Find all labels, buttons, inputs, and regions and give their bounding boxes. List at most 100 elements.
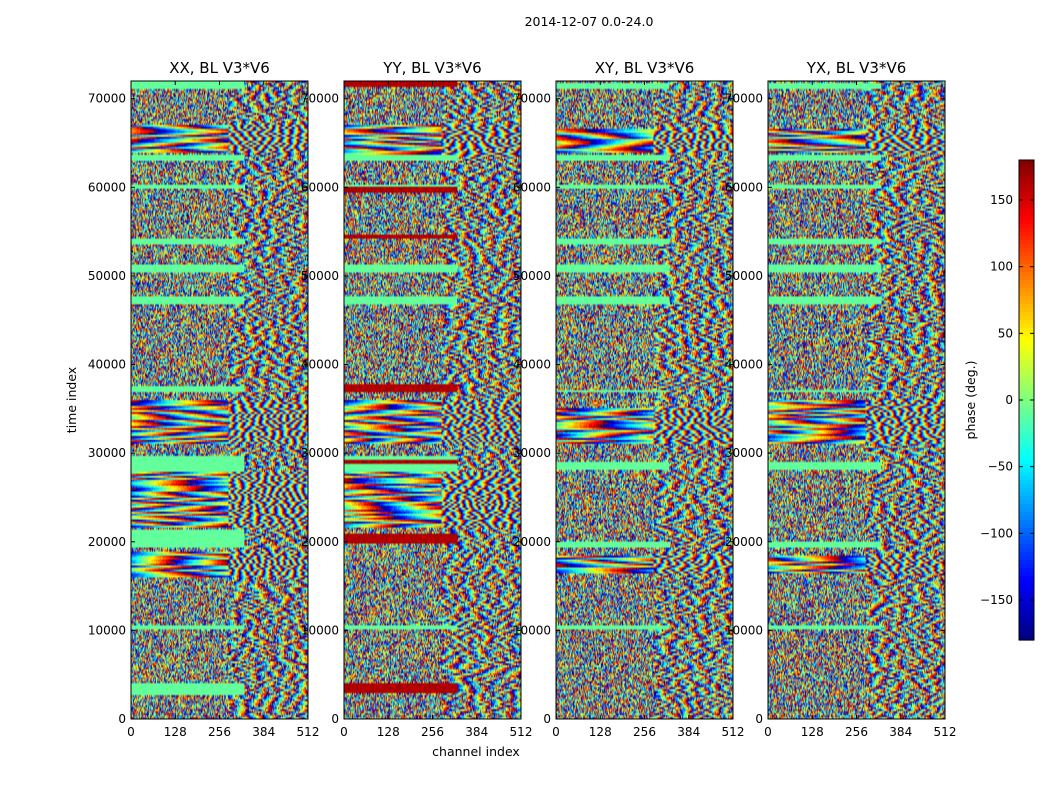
colorbar-segment — [1019, 348, 1034, 353]
colorbar-segment — [1019, 216, 1034, 221]
colorbar-segment — [1019, 288, 1034, 293]
colorbar-segment — [1019, 252, 1034, 257]
colorbar-segment — [1019, 508, 1034, 513]
figure-suptitle: 2014-12-07 0.0-24.0 — [525, 14, 654, 29]
colorbar-segment — [1019, 344, 1034, 349]
y-tick-label: 70000 — [88, 92, 126, 106]
x-tick-label: 256 — [421, 725, 444, 739]
colorbar: 150 100 50 0 −50 −100 −150 — [980, 159, 1035, 641]
colorbar-segment — [1019, 464, 1034, 469]
x-tick-label: 0 — [127, 725, 135, 739]
y-tick-label: 50000 — [88, 269, 126, 283]
x-tick-label: 256 — [633, 725, 656, 739]
colorbar-tick-label: −150 — [980, 593, 1013, 607]
colorbar-segment — [1019, 176, 1034, 181]
heatmap-image-0 — [131, 81, 308, 719]
colorbar-segment — [1019, 368, 1034, 373]
colorbar-segment — [1019, 276, 1034, 281]
colorbar-segment — [1019, 432, 1034, 437]
y-tick-label: 50000 — [725, 269, 763, 283]
y-tick-label: 70000 — [513, 92, 551, 106]
colorbar-segment — [1019, 624, 1034, 629]
colorbar-segment — [1019, 312, 1034, 317]
colorbar-tick-label: 150 — [990, 193, 1013, 207]
colorbar-segment — [1019, 236, 1034, 241]
y-tick-label: 40000 — [513, 358, 551, 372]
colorbar-segment — [1019, 628, 1034, 633]
colorbar-segment — [1019, 296, 1034, 301]
colorbar-segment — [1019, 180, 1034, 185]
colorbar-label: phase (deg.) — [963, 361, 978, 440]
colorbar-segment — [1019, 428, 1034, 433]
colorbar-segment — [1019, 372, 1034, 377]
colorbar-segment — [1019, 556, 1034, 561]
colorbar-segment — [1019, 476, 1034, 481]
colorbar-segment — [1019, 404, 1034, 409]
colorbar-segment — [1019, 328, 1034, 333]
y-tick-label: 30000 — [88, 446, 126, 460]
y-tick-label: 40000 — [301, 358, 339, 372]
y-tick-label: 70000 — [301, 92, 339, 106]
y-tick-label: 30000 — [513, 446, 551, 460]
colorbar-segment — [1019, 588, 1034, 593]
colorbar-segment — [1019, 244, 1034, 249]
colorbar-segment — [1019, 320, 1034, 325]
colorbar-segment — [1019, 392, 1034, 397]
y-tick-label: 20000 — [88, 535, 126, 549]
colorbar-segment — [1019, 552, 1034, 557]
y-tick-label: 0 — [118, 712, 126, 726]
colorbar-segment — [1019, 620, 1034, 625]
heatmap-image-1 — [344, 81, 521, 719]
colorbar-segment — [1019, 172, 1034, 177]
colorbar-segment — [1019, 612, 1034, 617]
x-tick-label: 128 — [589, 725, 612, 739]
y-tick-label: 60000 — [725, 180, 763, 194]
y-tick-label: 0 — [543, 712, 551, 726]
colorbar-segment — [1019, 192, 1034, 197]
colorbar-segment — [1019, 528, 1034, 533]
colorbar-segment — [1019, 540, 1034, 545]
colorbar-segment — [1019, 168, 1034, 173]
colorbar-segment — [1019, 264, 1034, 269]
colorbar-segment — [1019, 376, 1034, 381]
y-tick-label: 10000 — [725, 623, 763, 637]
x-tick-label: 384 — [465, 725, 488, 739]
colorbar-segment — [1019, 452, 1034, 457]
heatmap-image-3 — [768, 81, 945, 719]
colorbar-tick-label: 100 — [990, 260, 1013, 274]
x-tick-label: 384 — [677, 725, 700, 739]
x-tick-label: 128 — [801, 725, 824, 739]
colorbar-segment — [1019, 604, 1034, 609]
colorbar-segment — [1019, 416, 1034, 421]
colorbar-segment — [1019, 424, 1034, 429]
colorbar-segment — [1019, 340, 1034, 345]
colorbar-segment — [1019, 384, 1034, 389]
x-tick-label: 128 — [164, 725, 187, 739]
colorbar-segment — [1019, 616, 1034, 621]
colorbar-segment — [1019, 596, 1034, 601]
panel-title-0: XX, BL V3*V6 — [169, 59, 270, 77]
colorbar-segment — [1019, 632, 1034, 637]
colorbar-segment — [1019, 352, 1034, 357]
y-axis-label: time index — [64, 367, 79, 433]
y-tick-label: 60000 — [301, 180, 339, 194]
colorbar-segment — [1019, 532, 1034, 537]
colorbar-segment — [1019, 400, 1034, 405]
y-tick-label: 0 — [331, 712, 339, 726]
x-tick-label: 128 — [377, 725, 400, 739]
x-tick-label: 512 — [510, 725, 533, 739]
colorbar-segment — [1019, 316, 1034, 321]
colorbar-segment — [1019, 600, 1034, 605]
colorbar-segment — [1019, 636, 1034, 641]
colorbar-segment — [1019, 408, 1034, 413]
colorbar-tick-label: −100 — [980, 526, 1013, 540]
x-axis-label: channel index — [432, 744, 520, 759]
colorbar-segment — [1019, 304, 1034, 309]
x-tick-label: 512 — [934, 725, 957, 739]
colorbar-segment — [1019, 248, 1034, 253]
x-tick-label: 0 — [764, 725, 772, 739]
panel-1: YY, BL V3*V6 0 128 256 384 512 0 10000 20000 3000… — [301, 59, 533, 739]
colorbar-segment — [1019, 308, 1034, 313]
colorbar-tick-label: 0 — [1005, 393, 1013, 407]
colorbar-segment — [1019, 200, 1034, 205]
